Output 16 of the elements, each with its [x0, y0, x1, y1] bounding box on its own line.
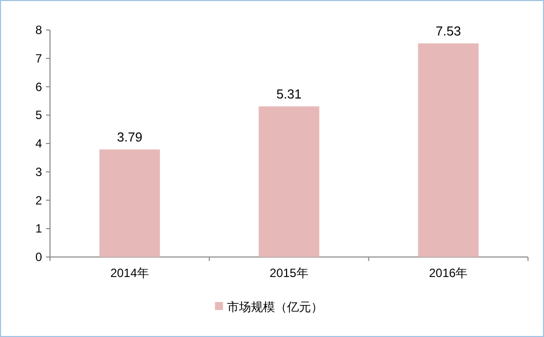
y-tick-label: 8 — [35, 23, 42, 37]
data-label: 7.53 — [436, 23, 461, 38]
y-tick-label: 0 — [35, 250, 42, 264]
legend-label: 市场规模（亿元） — [227, 300, 323, 314]
y-tick-label: 7 — [35, 51, 42, 66]
y-tick-label: 4 — [35, 136, 42, 150]
y-tick-label: 5 — [35, 108, 42, 122]
data-label: 3.79 — [117, 129, 142, 144]
x-tick-label: 2016年 — [428, 266, 468, 280]
x-tick-label: 2015年 — [270, 266, 308, 280]
y-tick-label: 6 — [35, 80, 42, 94]
y-tick-label: 1 — [35, 222, 42, 236]
x-tick-label: 2014年 — [110, 266, 150, 280]
y-tick-label: 2 — [35, 193, 42, 208]
y-tick-label: 3 — [35, 164, 42, 179]
data-label: 5.31 — [276, 86, 302, 102]
